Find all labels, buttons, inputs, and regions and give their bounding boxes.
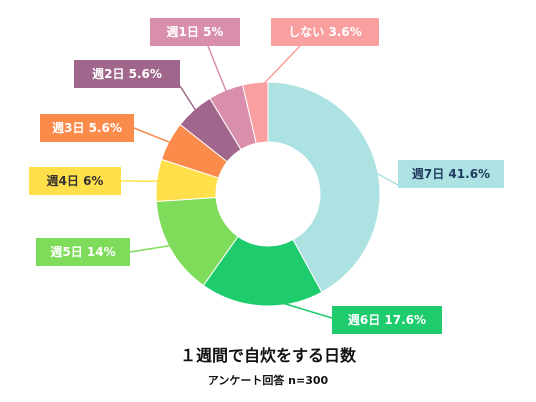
chart-subtitle: アンケート回答 n=300 — [207, 374, 329, 387]
leader-line — [255, 45, 301, 93]
slice-label: 週3日 5.6% — [40, 114, 134, 142]
slice-label: 週2日 5.6% — [74, 60, 180, 88]
leader-line — [207, 45, 230, 99]
slice-label: 週5日 14% — [36, 238, 130, 266]
donut-slice — [202, 235, 323, 307]
slice-label: 週4日 6% — [29, 167, 121, 195]
slice-label: 週1日 5% — [150, 18, 240, 46]
slice-label: しない 3.6% — [271, 18, 379, 46]
leader-line — [367, 167, 399, 186]
donut-slice — [267, 81, 381, 293]
leader-line — [129, 243, 179, 253]
chart-title: １週間で自炊をする日数 — [179, 346, 356, 365]
slice-label: 週6日 17.6% — [332, 306, 442, 334]
donut-slice — [242, 81, 269, 144]
slice-label: 週7日 41.6% — [398, 160, 504, 188]
leader-line — [261, 296, 333, 319]
leader-line — [133, 127, 178, 147]
leader-line — [179, 85, 201, 118]
